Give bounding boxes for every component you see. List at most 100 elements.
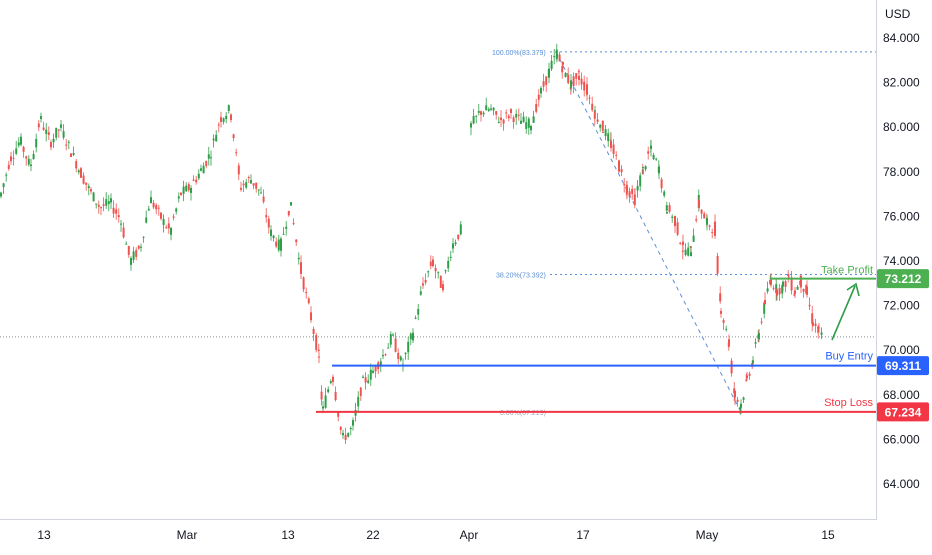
candle-body: [165, 227, 168, 229]
candle-body: [692, 235, 695, 242]
candle-body: [120, 223, 122, 225]
candle-body: [444, 270, 447, 272]
price-axis-unit: USD: [885, 7, 911, 21]
candle-body: [812, 322, 814, 326]
candle-body: [30, 164, 32, 167]
candle-body: [495, 111, 498, 115]
candle-body: [324, 395, 327, 408]
candle-body: [687, 247, 690, 256]
candle-body: [618, 160, 620, 172]
arrow-up-right-icon: [831, 282, 860, 341]
candle-body: [437, 271, 440, 273]
candle-body: [180, 192, 182, 195]
candle-body: [260, 192, 262, 194]
candle-body: [12, 157, 15, 159]
candle-body: [719, 293, 722, 302]
fib-0-label: 0.00%(67.219): [500, 410, 546, 417]
candle-body: [352, 420, 354, 426]
candle-body: [419, 291, 422, 295]
candle-body: [15, 148, 18, 154]
candle-body: [55, 127, 58, 138]
candle-body: [748, 373, 751, 376]
candle-body: [397, 352, 400, 359]
candle-body: [334, 391, 337, 401]
candle-body: [548, 68, 550, 78]
candle-body: [320, 391, 323, 400]
candle-body: [140, 246, 142, 248]
candle-body: [515, 113, 518, 118]
candle-body: [422, 283, 424, 286]
candle-body: [329, 381, 332, 384]
candle-body: [778, 287, 781, 295]
candle-body: [742, 397, 745, 400]
candle-body: [452, 243, 454, 249]
candle-body: [157, 207, 160, 209]
candle-body: [102, 204, 105, 206]
price-tick-label: 80.000: [883, 120, 920, 134]
candle-body: [676, 222, 679, 235]
candle-body: [782, 281, 784, 287]
time-tick-label: May: [696, 528, 719, 542]
candle-body: [698, 200, 700, 207]
candle-body: [122, 227, 125, 238]
time-tick-label: Mar: [177, 528, 198, 542]
candle-body: [665, 205, 668, 211]
candle-body: [580, 78, 583, 85]
candle-body: [200, 168, 202, 171]
buy-entry-badge: 69.311: [877, 356, 929, 376]
candle-body: [802, 288, 805, 292]
candle-body: [794, 290, 796, 295]
candle-body: [192, 179, 195, 181]
candle-body: [257, 189, 260, 191]
candle-body: [535, 103, 538, 112]
candle-body: [642, 167, 644, 169]
candle-body: [525, 122, 528, 129]
candle-body: [10, 156, 12, 162]
candle-body: [708, 225, 711, 227]
candle-body: [487, 109, 490, 111]
candle-body: [40, 116, 42, 120]
candle-body: [110, 198, 112, 203]
candle-body: [485, 105, 488, 111]
candle-body: [530, 125, 532, 131]
candle-body: [65, 144, 68, 146]
candle-body: [601, 121, 604, 131]
candle-body: [115, 209, 118, 214]
candle-body: [572, 76, 575, 87]
price-tick-label: 78.000: [883, 165, 920, 179]
candle-body: [772, 287, 775, 289]
candle-body: [387, 347, 390, 349]
candle-body: [105, 199, 108, 206]
time-axis-ticks: 13 Mar 13 22 Apr 17 May 15: [37, 528, 835, 542]
fib-trend-line[interactable]: [555, 51, 742, 413]
candle-body: [631, 188, 634, 195]
candle-body: [740, 403, 742, 408]
candle-body: [639, 175, 642, 187]
candle-body: [177, 196, 180, 199]
candle-body: [87, 186, 90, 189]
fib-100-label: 100.00%(83.379): [492, 50, 546, 57]
candle-body: [17, 142, 20, 146]
candle-body: [217, 124, 220, 126]
candle-body: [427, 271, 430, 273]
price-tick-label: 82.000: [883, 76, 920, 90]
candle-body: [550, 60, 553, 69]
stop-loss-badge: 67.234: [877, 402, 929, 422]
candle-body: [295, 239, 298, 243]
candle-body: [275, 241, 278, 247]
candle-body: [127, 246, 130, 255]
candle-body: [679, 242, 682, 244]
candle-body: [57, 129, 60, 131]
candle-body: [379, 361, 382, 365]
candle-body: [242, 183, 245, 186]
candle-body: [267, 218, 270, 228]
candle-body: [265, 215, 268, 218]
candle-body: [537, 94, 540, 100]
candle-body: [575, 73, 578, 79]
candle-body: [594, 110, 596, 112]
candle-body: [787, 273, 790, 277]
candle-body: [752, 360, 754, 364]
price-tick-label: 64.000: [883, 477, 920, 491]
